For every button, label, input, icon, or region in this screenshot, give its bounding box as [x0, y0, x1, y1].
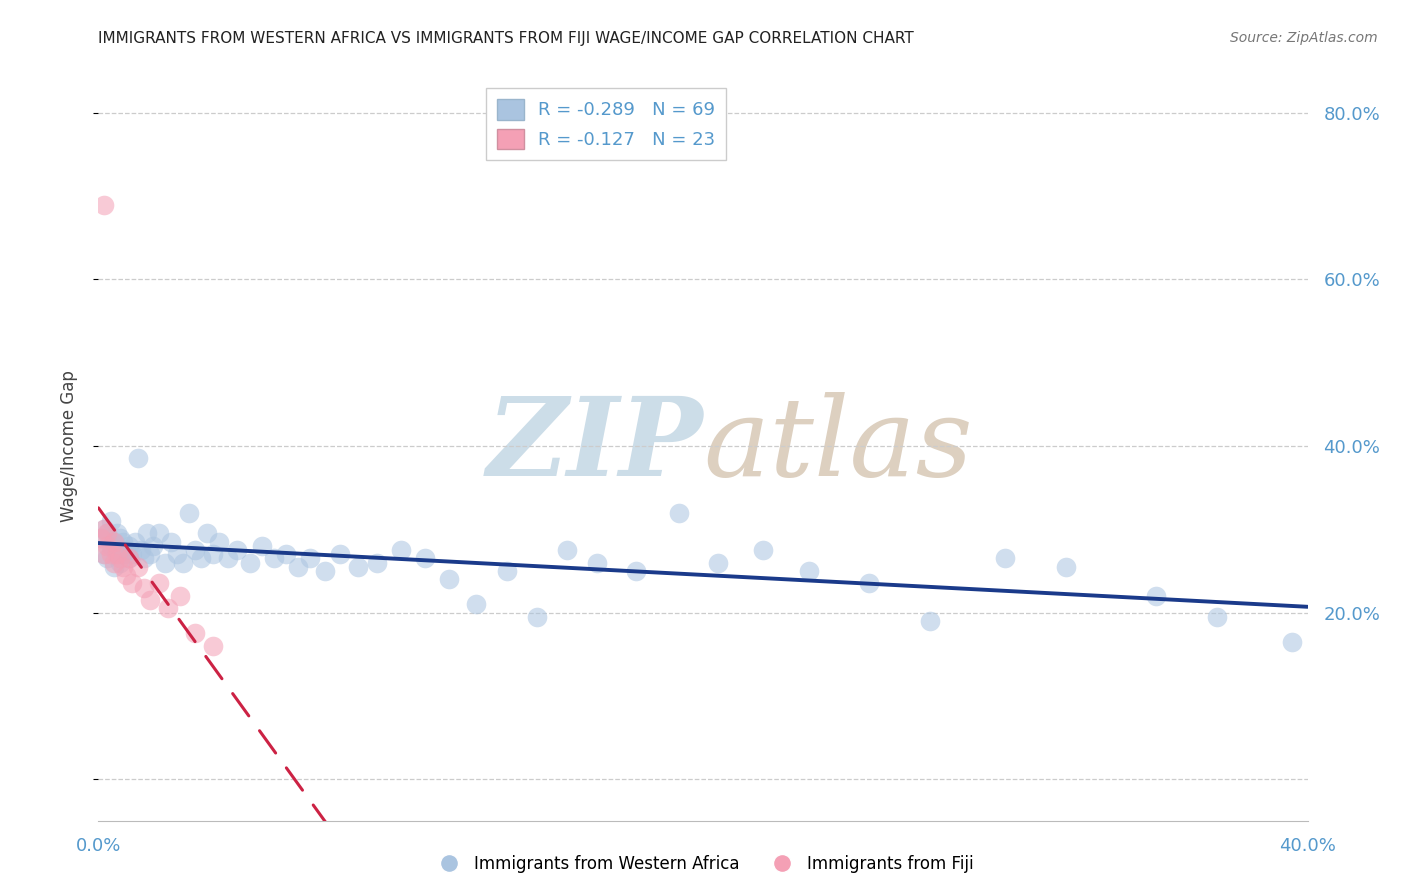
Point — [314, 564, 336, 578]
Text: ZIP: ZIP — [486, 392, 703, 500]
Point — [226, 543, 249, 558]
Point — [1206, 609, 1229, 624]
Text: atlas: atlas — [703, 392, 973, 500]
Point — [156, 601, 179, 615]
Point — [202, 547, 225, 561]
Point — [586, 556, 609, 570]
Point — [93, 547, 115, 561]
Point — [105, 526, 128, 541]
Point — [108, 531, 131, 545]
Point — [1054, 559, 1077, 574]
Point — [142, 539, 165, 553]
Point — [121, 547, 143, 561]
Point — [190, 551, 212, 566]
Point — [366, 556, 388, 570]
Point — [918, 614, 941, 628]
Point — [100, 514, 122, 528]
Point — [707, 556, 730, 570]
Point — [555, 543, 578, 558]
Point — [124, 534, 146, 549]
Point — [114, 568, 136, 582]
Point — [90, 531, 112, 545]
Point — [105, 543, 128, 558]
Point — [90, 531, 112, 545]
Point — [96, 551, 118, 566]
Point — [195, 526, 218, 541]
Point — [108, 551, 131, 566]
Point — [752, 543, 775, 558]
Point — [118, 551, 141, 566]
Point — [153, 556, 176, 570]
Point — [526, 609, 548, 624]
Point — [166, 547, 188, 561]
Legend: R = -0.289   N = 69, R = -0.127   N = 23: R = -0.289 N = 69, R = -0.127 N = 23 — [486, 88, 727, 161]
Point — [103, 559, 125, 574]
Point — [994, 551, 1017, 566]
Point — [797, 564, 820, 578]
Text: IMMIGRANTS FROM WESTERN AFRICA VS IMMIGRANTS FROM FIJI WAGE/INCOME GAP CORRELATI: IMMIGRANTS FROM WESTERN AFRICA VS IMMIGR… — [98, 31, 914, 46]
Point — [263, 551, 285, 566]
Point — [184, 543, 207, 558]
Point — [139, 593, 162, 607]
Point — [93, 547, 115, 561]
Point — [111, 547, 134, 561]
Point — [858, 576, 880, 591]
Point — [437, 572, 460, 586]
Point — [105, 547, 128, 561]
Point — [129, 543, 152, 558]
Point — [121, 576, 143, 591]
Point — [93, 197, 115, 211]
Point — [274, 547, 297, 561]
Point — [127, 451, 149, 466]
Text: Source: ZipAtlas.com: Source: ZipAtlas.com — [1230, 31, 1378, 45]
Point — [96, 526, 118, 541]
Point — [202, 639, 225, 653]
Point — [111, 559, 134, 574]
Point — [103, 556, 125, 570]
Point — [127, 559, 149, 574]
Point — [132, 581, 155, 595]
Point — [103, 534, 125, 549]
Point — [96, 526, 118, 541]
Point — [239, 556, 262, 570]
Point — [287, 559, 309, 574]
Point — [118, 551, 141, 566]
Point — [139, 547, 162, 561]
Point — [208, 534, 231, 549]
Point — [160, 534, 183, 549]
Point — [465, 597, 488, 611]
Point — [93, 522, 115, 536]
Point — [148, 526, 170, 541]
Point — [250, 539, 273, 553]
Point — [100, 547, 122, 561]
Point — [1281, 634, 1303, 648]
Point — [389, 543, 412, 558]
Point — [329, 547, 352, 561]
Point — [114, 543, 136, 558]
Point — [169, 589, 191, 603]
Point — [118, 539, 141, 553]
Point — [172, 556, 194, 570]
Point — [96, 539, 118, 553]
Point — [1144, 589, 1167, 603]
Point — [413, 551, 436, 566]
Point — [108, 556, 131, 570]
Y-axis label: Wage/Income Gap: Wage/Income Gap — [59, 370, 77, 522]
Point — [103, 534, 125, 549]
Point — [132, 551, 155, 566]
Point — [148, 576, 170, 591]
Point — [135, 526, 157, 541]
Point — [495, 564, 517, 578]
Point — [111, 534, 134, 549]
Legend: Immigrants from Western Africa, Immigrants from Fiji: Immigrants from Western Africa, Immigran… — [426, 848, 980, 880]
Point — [217, 551, 239, 566]
Point — [299, 551, 322, 566]
Point — [626, 564, 648, 578]
Point — [184, 626, 207, 640]
Point — [100, 539, 122, 553]
Point — [179, 506, 201, 520]
Point — [93, 522, 115, 536]
Point — [347, 559, 370, 574]
Point — [668, 506, 690, 520]
